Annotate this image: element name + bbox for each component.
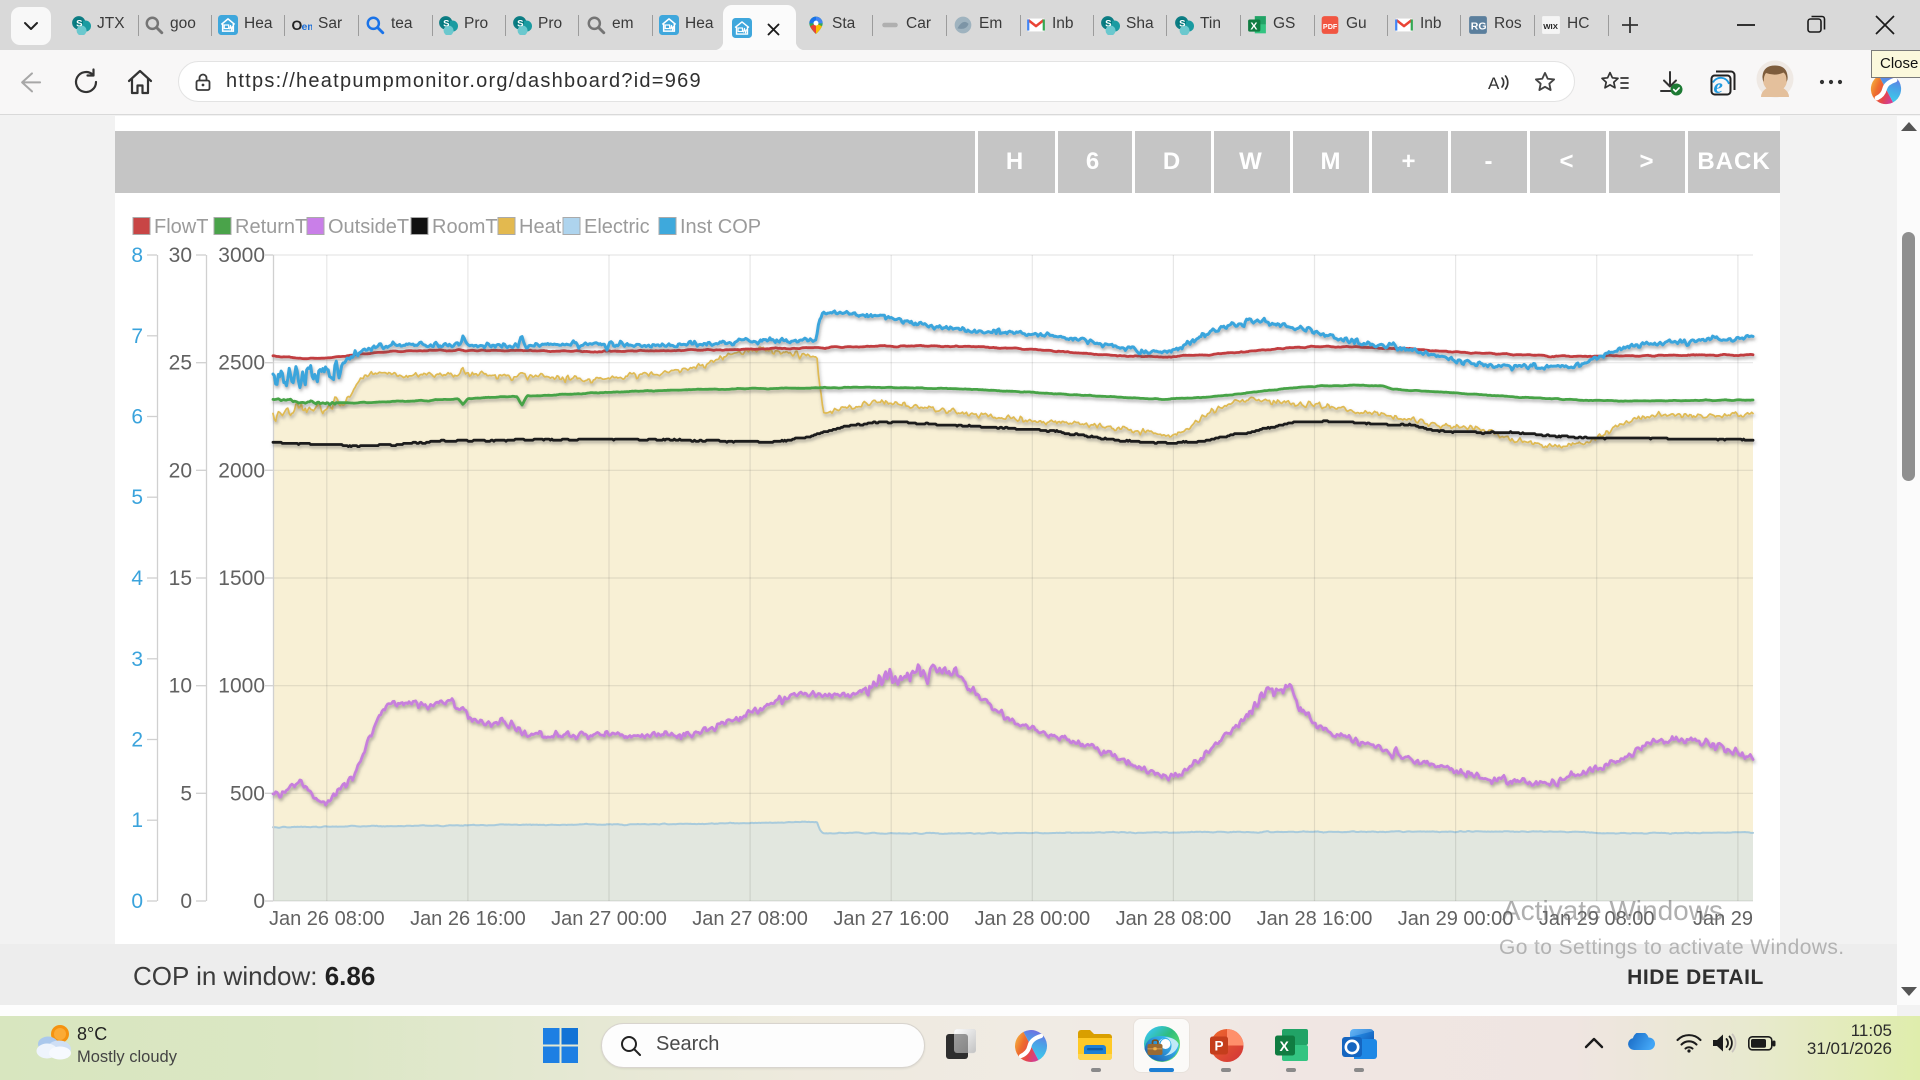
svg-text:e: e xyxy=(1714,74,1723,98)
svg-text:Jan 29: Jan 29 xyxy=(1693,908,1753,930)
svg-text:0: 0 xyxy=(253,890,265,913)
svg-text:6: 6 xyxy=(131,406,143,429)
svg-text:S: S xyxy=(1105,18,1111,29)
svg-text:1: 1 xyxy=(131,809,143,832)
svg-text:3: 3 xyxy=(131,648,143,671)
svg-text:2: 2 xyxy=(131,729,143,752)
svg-text:Go to Settings to activate Win: Go to Settings to activate Windows. xyxy=(1499,936,1845,959)
svg-text:RG: RG xyxy=(1471,20,1487,32)
svg-text:20: 20 xyxy=(169,459,192,482)
svg-text:RoomT: RoomT xyxy=(432,216,498,238)
svg-text:4: 4 xyxy=(131,567,143,590)
svg-text:WIX: WIX xyxy=(1543,22,1558,31)
svg-text:Heat: Heat xyxy=(519,216,562,238)
svg-text:Jan 27 16:00: Jan 27 16:00 xyxy=(833,908,949,930)
svg-text:Jan 27 08:00: Jan 27 08:00 xyxy=(692,908,808,930)
svg-text:0: 0 xyxy=(180,890,192,913)
svg-text:Jan 29 00:00: Jan 29 00:00 xyxy=(1398,908,1514,930)
svg-text:em: em xyxy=(301,21,312,33)
svg-text:30: 30 xyxy=(169,244,192,267)
svg-text:10: 10 xyxy=(169,675,192,698)
svg-text:S: S xyxy=(1179,18,1185,29)
svg-text:0: 0 xyxy=(131,890,143,913)
svg-text:Jan 28 00:00: Jan 28 00:00 xyxy=(974,908,1090,930)
svg-text:15: 15 xyxy=(169,567,192,590)
svg-text:3000: 3000 xyxy=(218,244,265,267)
svg-text:S: S xyxy=(517,18,523,29)
svg-text:Jan 26 16:00: Jan 26 16:00 xyxy=(410,908,526,930)
svg-text:S: S xyxy=(443,18,449,29)
svg-text:X: X xyxy=(1250,20,1257,32)
svg-text:FlowT: FlowT xyxy=(154,216,208,238)
svg-text:Jan 27 00:00: Jan 27 00:00 xyxy=(551,908,667,930)
svg-text:X: X xyxy=(1280,1038,1290,1054)
svg-text:25: 25 xyxy=(169,352,192,375)
svg-text:5: 5 xyxy=(180,782,192,805)
svg-text:8: 8 xyxy=(131,244,143,267)
svg-text:7: 7 xyxy=(131,325,143,348)
svg-text:A: A xyxy=(1488,74,1500,93)
svg-text:1000: 1000 xyxy=(218,675,265,698)
svg-text:ReturnT: ReturnT xyxy=(235,216,307,238)
svg-text:S: S xyxy=(76,18,82,29)
svg-text:P: P xyxy=(1215,1039,1224,1054)
svg-text:PDF: PDF xyxy=(1323,22,1338,31)
svg-text:2000: 2000 xyxy=(218,459,265,482)
svg-text:Inst COP: Inst COP xyxy=(680,216,761,238)
svg-text:OutsideT: OutsideT xyxy=(328,216,409,238)
svg-text:1500: 1500 xyxy=(218,567,265,590)
svg-text:Electric: Electric xyxy=(584,216,650,238)
svg-text:2500: 2500 xyxy=(218,352,265,375)
svg-text:Jan 26 08:00: Jan 26 08:00 xyxy=(269,908,385,930)
svg-text:Jan 29 08:00: Jan 29 08:00 xyxy=(1539,908,1655,930)
svg-text:Activate Windows: Activate Windows xyxy=(1502,895,1723,926)
svg-text:O: O xyxy=(292,17,302,33)
svg-text:5: 5 xyxy=(131,486,143,509)
svg-text:500: 500 xyxy=(230,782,265,805)
svg-text:Jan 28 08:00: Jan 28 08:00 xyxy=(1116,908,1232,930)
svg-text:Jan 28 16:00: Jan 28 16:00 xyxy=(1257,908,1373,930)
